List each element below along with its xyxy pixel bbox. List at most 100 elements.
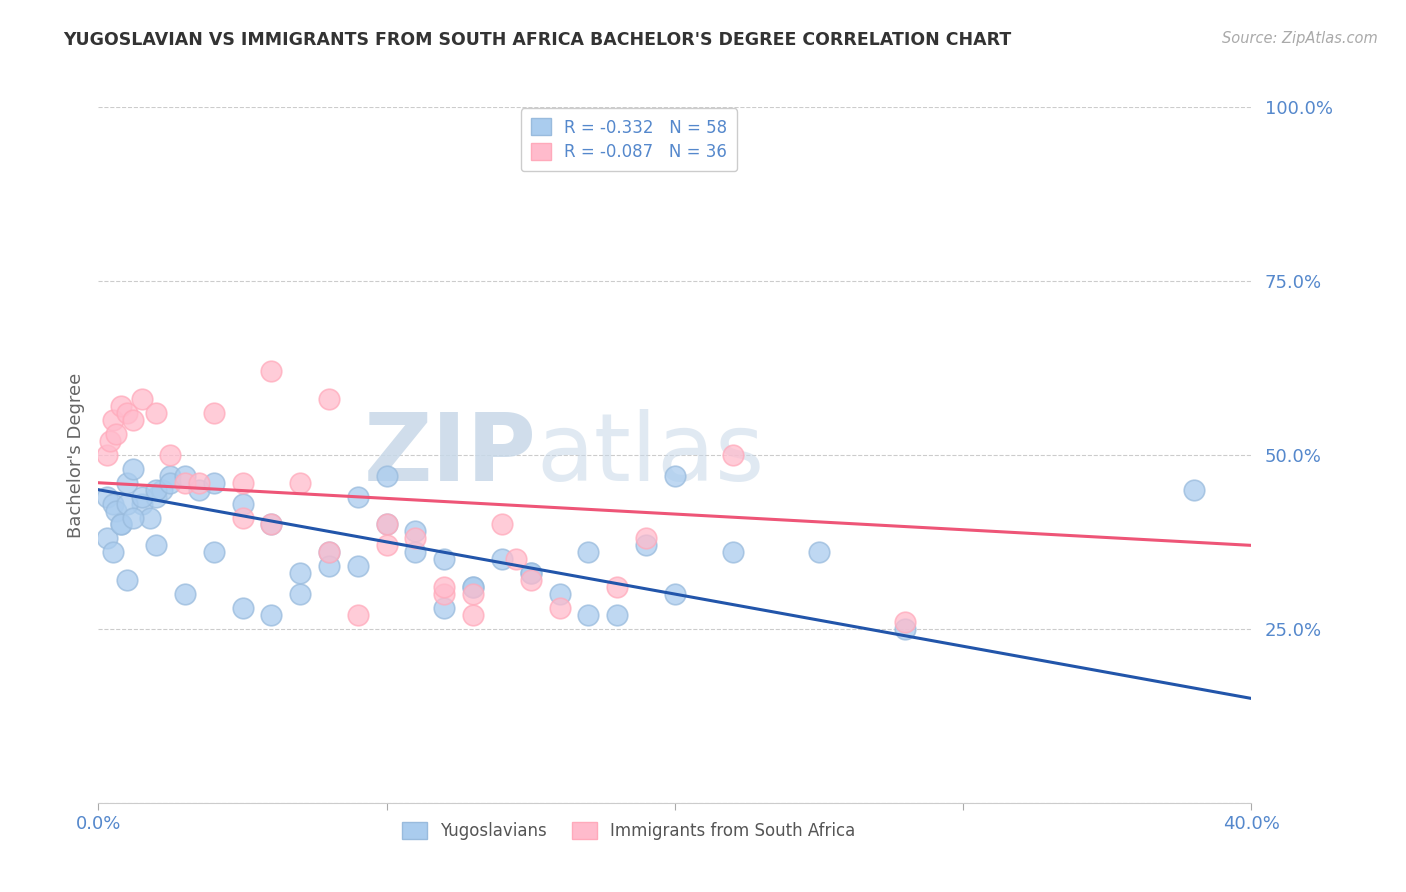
Point: [104, 503, 127, 517]
Point: [101, 413, 124, 427]
Point: [463, 587, 485, 601]
Point: [96, 532, 118, 546]
Point: [375, 538, 398, 552]
Point: [117, 406, 139, 420]
Point: [433, 580, 456, 594]
Legend: Yugoslavians, Immigrants from South Africa: Yugoslavians, Immigrants from South Afri…: [395, 815, 862, 847]
Point: [202, 475, 225, 490]
Point: [150, 483, 173, 497]
Point: [174, 468, 197, 483]
Point: [260, 364, 283, 378]
Point: [290, 587, 312, 601]
Point: [520, 573, 543, 587]
Point: [145, 483, 167, 497]
Point: [117, 573, 139, 587]
Point: [520, 566, 543, 581]
Point: [347, 559, 370, 574]
Point: [894, 622, 917, 636]
Point: [548, 601, 571, 615]
Point: [808, 545, 831, 559]
Point: [96, 490, 118, 504]
Point: [578, 607, 600, 622]
Point: [318, 545, 340, 559]
Point: [131, 392, 153, 407]
Point: [98, 434, 121, 448]
Point: [721, 448, 744, 462]
Point: [405, 545, 427, 559]
Point: [104, 427, 127, 442]
Point: [159, 468, 181, 483]
Point: [110, 517, 132, 532]
Point: [375, 517, 398, 532]
Point: [96, 448, 118, 462]
Point: [347, 490, 370, 504]
Point: [260, 517, 283, 532]
Point: [122, 462, 145, 476]
Point: [231, 510, 254, 524]
Point: [375, 517, 398, 532]
Point: [636, 538, 658, 552]
Point: [318, 545, 340, 559]
Point: [131, 490, 153, 504]
Point: [101, 545, 124, 559]
Point: [101, 497, 124, 511]
Point: [231, 475, 254, 490]
Text: atlas: atlas: [537, 409, 765, 501]
Point: [260, 517, 283, 532]
Point: [318, 559, 340, 574]
Point: [122, 413, 145, 427]
Point: [520, 566, 543, 581]
Point: [578, 545, 600, 559]
Point: [290, 475, 312, 490]
Point: [202, 545, 225, 559]
Point: [463, 580, 485, 594]
Point: [463, 607, 485, 622]
Point: [375, 468, 398, 483]
Point: [260, 607, 283, 622]
Point: [433, 587, 456, 601]
Point: [122, 510, 145, 524]
Text: Source: ZipAtlas.com: Source: ZipAtlas.com: [1222, 31, 1378, 46]
Point: [664, 468, 686, 483]
Point: [463, 580, 485, 594]
Y-axis label: Bachelor's Degree: Bachelor's Degree: [66, 372, 84, 538]
Point: [606, 580, 628, 594]
Point: [1182, 483, 1205, 497]
Point: [606, 607, 628, 622]
Point: [110, 517, 132, 532]
Text: ZIP: ZIP: [364, 409, 537, 501]
Point: [894, 615, 917, 629]
Text: YUGOSLAVIAN VS IMMIGRANTS FROM SOUTH AFRICA BACHELOR'S DEGREE CORRELATION CHART: YUGOSLAVIAN VS IMMIGRANTS FROM SOUTH AFR…: [63, 31, 1011, 49]
Point: [721, 545, 744, 559]
Point: [290, 566, 312, 581]
Point: [117, 497, 139, 511]
Point: [145, 406, 167, 420]
Point: [548, 587, 571, 601]
Point: [636, 532, 658, 546]
Point: [433, 601, 456, 615]
Point: [188, 475, 211, 490]
Point: [231, 497, 254, 511]
Point: [117, 475, 139, 490]
Point: [174, 587, 197, 601]
Point: [188, 483, 211, 497]
Point: [159, 475, 181, 490]
Point: [145, 490, 167, 504]
Point: [405, 524, 427, 539]
Point: [405, 532, 427, 546]
Point: [505, 552, 527, 566]
Point: [145, 538, 167, 552]
Point: [174, 475, 197, 490]
Point: [433, 552, 456, 566]
Point: [664, 587, 686, 601]
Point: [139, 510, 162, 524]
Point: [131, 497, 153, 511]
Point: [110, 399, 132, 413]
Point: [159, 448, 181, 462]
Point: [318, 392, 340, 407]
Point: [491, 552, 513, 566]
Point: [491, 517, 513, 532]
Point: [202, 406, 225, 420]
Point: [347, 607, 370, 622]
Point: [231, 601, 254, 615]
